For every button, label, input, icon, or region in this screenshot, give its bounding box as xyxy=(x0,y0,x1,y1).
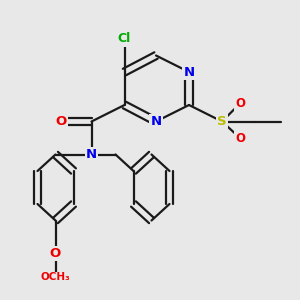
Text: N: N xyxy=(183,65,195,79)
Text: N: N xyxy=(150,115,162,128)
Text: S: S xyxy=(217,115,227,128)
Text: O: O xyxy=(50,247,61,260)
Text: OCH₃: OCH₃ xyxy=(40,272,70,283)
Text: O: O xyxy=(235,97,245,110)
Text: O: O xyxy=(235,131,245,145)
Text: N: N xyxy=(86,148,97,161)
Text: O: O xyxy=(56,115,67,128)
Text: Cl: Cl xyxy=(118,32,131,46)
